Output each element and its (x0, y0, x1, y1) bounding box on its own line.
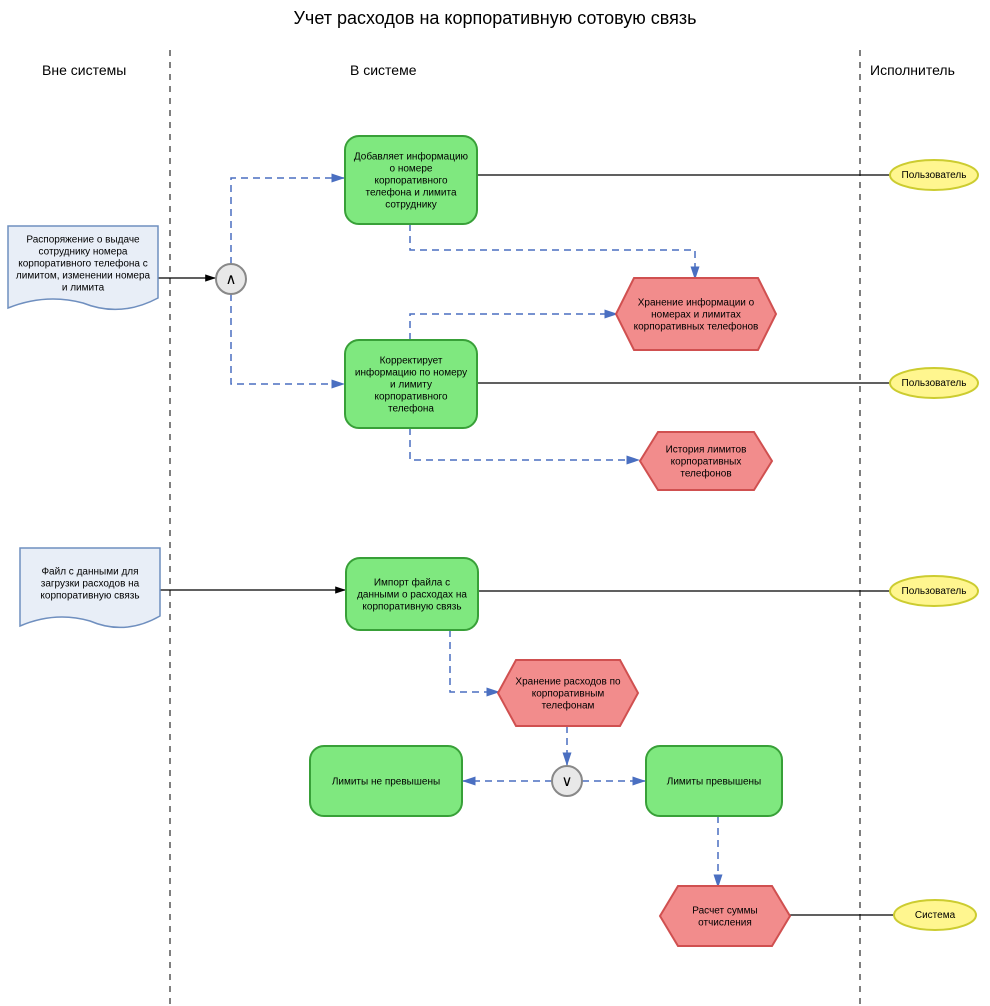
edge (410, 428, 640, 460)
svg-text:Лимиты не превышены: Лимиты не превышены (332, 777, 440, 788)
svg-text:Хранение информации ономерах и: Хранение информации ономерах и лимитахко… (634, 297, 759, 333)
svg-text:∨: ∨ (562, 773, 573, 790)
svg-text:Файл с данными длязагрузки рас: Файл с данными длязагрузки расходов нако… (40, 567, 139, 602)
edge (231, 294, 345, 384)
svg-text:∧: ∧ (226, 271, 237, 288)
svg-text:Расчет суммыотчисления: Расчет суммыотчисления (692, 906, 757, 929)
svg-text:Пользователь: Пользователь (902, 170, 967, 181)
svg-text:Пользователь: Пользователь (902, 378, 967, 389)
edge (231, 178, 345, 264)
svg-text:Система: Система (915, 910, 956, 921)
edge (450, 630, 500, 692)
diagram-canvas: Распоряжение о выдачесотруднику номерако… (0, 0, 990, 1006)
svg-text:Пользователь: Пользователь (902, 586, 967, 597)
svg-text:Лимиты превышены: Лимиты превышены (667, 777, 762, 788)
edge (410, 224, 695, 280)
edge (410, 314, 618, 340)
